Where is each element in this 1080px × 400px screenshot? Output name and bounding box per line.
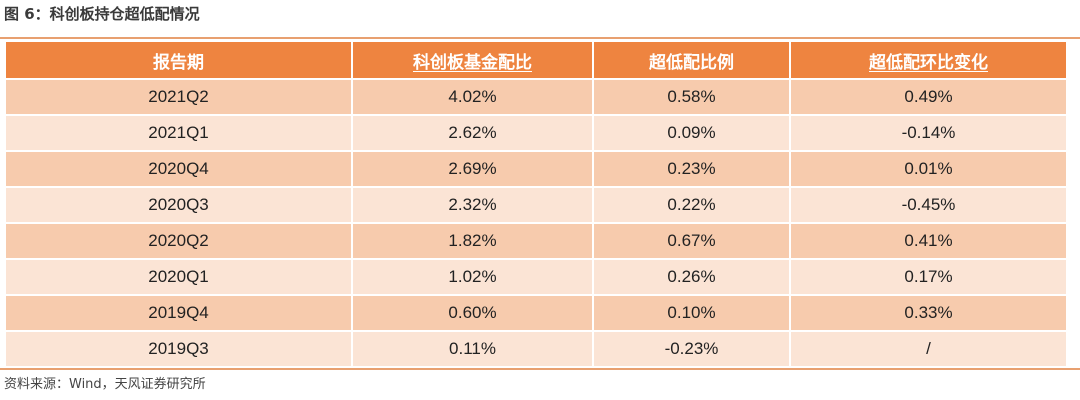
cell-fund-allocation: 1.82% xyxy=(352,223,594,260)
table-row: 2019Q4 0.60% 0.10% 0.33% xyxy=(6,295,1066,332)
cell-report-period: 2019Q4 xyxy=(6,295,353,332)
cell-qoq-change: / xyxy=(790,331,1066,368)
table-row: 2019Q3 0.11% -0.23% / xyxy=(6,331,1066,368)
table-header-row: 报告期 科创板基金配比 超低配比例 超低配环比变化 xyxy=(6,42,1066,80)
cell-qoq-change: 0.33% xyxy=(790,295,1066,332)
figure-caption: 图 6：科创板持仓超低配情况 xyxy=(4,5,200,23)
table-row: 2020Q1 1.02% 0.26% 0.17% xyxy=(6,259,1066,296)
cell-qoq-change: 0.17% xyxy=(790,259,1066,296)
holdings-table: 报告期 科创板基金配比 超低配比例 超低配环比变化 2021Q2 4.02% 0… xyxy=(6,42,1066,368)
cell-fund-allocation: 1.02% xyxy=(352,259,594,296)
cell-report-period: 2020Q1 xyxy=(6,259,353,296)
bottom-rule xyxy=(0,368,1080,370)
cell-over-under-ratio: 0.26% xyxy=(593,259,791,296)
table-row: 2020Q2 1.82% 0.67% 0.41% xyxy=(6,223,1066,260)
header-report-period: 报告期 xyxy=(6,42,353,80)
cell-qoq-change: 0.49% xyxy=(790,79,1066,116)
cell-report-period: 2019Q3 xyxy=(6,331,353,368)
cell-qoq-change: 0.41% xyxy=(790,223,1066,260)
cell-fund-allocation: 0.11% xyxy=(352,331,594,368)
cell-fund-allocation: 2.62% xyxy=(352,115,594,152)
cell-fund-allocation: 2.69% xyxy=(352,151,594,188)
top-rule xyxy=(0,37,1080,39)
cell-qoq-change: -0.45% xyxy=(790,187,1066,224)
cell-report-period: 2021Q1 xyxy=(6,115,353,152)
cell-fund-allocation: 2.32% xyxy=(352,187,594,224)
cell-over-under-ratio: 0.67% xyxy=(593,223,791,260)
table-row: 2020Q4 2.69% 0.23% 0.01% xyxy=(6,151,1066,188)
header-over-under-ratio: 超低配比例 xyxy=(593,42,791,80)
cell-fund-allocation: 4.02% xyxy=(352,79,594,116)
cell-report-period: 2021Q2 xyxy=(6,79,353,116)
cell-over-under-ratio: -0.23% xyxy=(593,331,791,368)
cell-qoq-change: -0.14% xyxy=(790,115,1066,152)
cell-over-under-ratio: 0.58% xyxy=(593,79,791,116)
cell-report-period: 2020Q3 xyxy=(6,187,353,224)
cell-report-period: 2020Q2 xyxy=(6,223,353,260)
cell-over-under-ratio: 0.10% xyxy=(593,295,791,332)
table-row: 2021Q1 2.62% 0.09% -0.14% xyxy=(6,115,1066,152)
source-note: 资料来源：Wind，天风证券研究所 xyxy=(4,377,206,392)
cell-over-under-ratio: 0.09% xyxy=(593,115,791,152)
cell-report-period: 2020Q4 xyxy=(6,151,353,188)
cell-qoq-change: 0.01% xyxy=(790,151,1066,188)
header-fund-allocation: 科创板基金配比 xyxy=(352,42,594,80)
header-qoq-change: 超低配环比变化 xyxy=(790,42,1066,80)
cell-fund-allocation: 0.60% xyxy=(352,295,594,332)
table-row: 2021Q2 4.02% 0.58% 0.49% xyxy=(6,79,1066,116)
cell-over-under-ratio: 0.22% xyxy=(593,187,791,224)
cell-over-under-ratio: 0.23% xyxy=(593,151,791,188)
table-row: 2020Q3 2.32% 0.22% -0.45% xyxy=(6,187,1066,224)
